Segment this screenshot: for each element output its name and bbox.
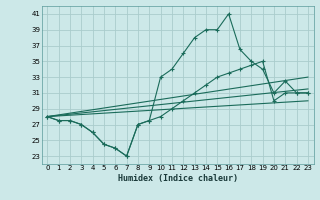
X-axis label: Humidex (Indice chaleur): Humidex (Indice chaleur) [118,174,237,183]
